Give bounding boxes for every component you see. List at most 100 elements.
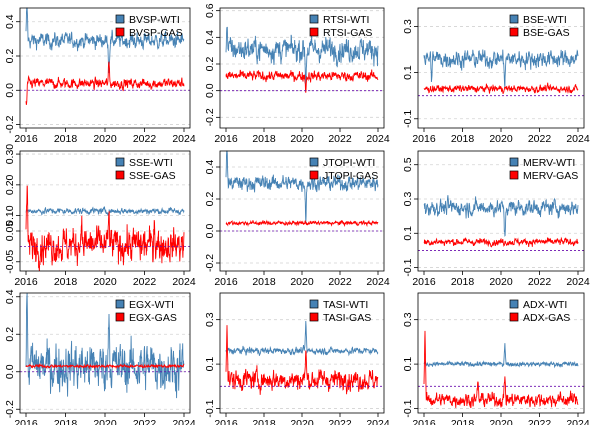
x-tick-label: 2018 <box>54 276 78 288</box>
x-tick-label: 2024 <box>566 133 590 145</box>
x-tick-label: 2016 <box>14 133 38 145</box>
y-tick-label: 0.2 <box>204 57 216 72</box>
legend-swatch <box>509 170 519 180</box>
legend-swatch <box>509 299 519 309</box>
y-tick-label: -0.1 <box>204 399 216 417</box>
panel-6: 2016 2018 2020 2022 2024 -0.1 0.1 0.3 0.5 MERV-WT… <box>402 150 590 288</box>
y-tick-label: 0.0 <box>4 364 16 379</box>
x-tick-label: 2016 <box>14 276 38 288</box>
series-line-1 <box>423 343 579 369</box>
x-tick-label: 2022 <box>328 418 352 425</box>
y-tick-label: 0.2 <box>4 49 16 64</box>
y-tick-label: 0.0 <box>4 83 16 98</box>
x-tick-label: 2020 <box>290 276 314 288</box>
x-tick-label: 2024 <box>366 276 390 288</box>
x-tick-label: 2024 <box>172 133 196 145</box>
plot-frame <box>417 292 585 414</box>
legend-label: BVSP-WTI <box>129 14 180 26</box>
y-tick-label: 0.0 <box>204 83 216 98</box>
legend-swatch <box>115 299 125 309</box>
y-tick-label: -0.1 <box>402 258 414 276</box>
x-tick-label: 2016 <box>14 418 38 425</box>
y-tick-label: 0.4 <box>204 30 216 45</box>
x-tick-label: 2020 <box>93 133 117 145</box>
panel-9: 2016 2018 2020 2022 2024 -0.1 0.1 0.3 ADX-WTIADX… <box>402 292 590 425</box>
legend-label: MERV-GAS <box>523 170 578 182</box>
x-tick-label: 2022 <box>328 133 352 145</box>
y-tick-label: 0.2 <box>204 192 216 207</box>
y-tick-label: 0.2 <box>4 327 16 342</box>
legend-swatch <box>115 14 125 24</box>
x-tick-label: 2024 <box>566 276 590 288</box>
legend-label: EGX-WTI <box>129 299 174 311</box>
legend-label: MERV-WTI <box>523 157 575 169</box>
y-tick-label: 0.0 <box>204 224 216 239</box>
y-tick-label: -0.1 <box>402 110 414 128</box>
y-tick-label: 0.6 <box>204 3 216 18</box>
x-tick-label: 2018 <box>451 418 475 425</box>
x-tick-label: 2018 <box>54 418 78 425</box>
y-tick-label: 0.3 <box>402 19 414 34</box>
legend-label: SSE-WTI <box>129 157 173 169</box>
legend-label: SSE-GAS <box>129 170 176 182</box>
x-tick-label: 2020 <box>93 276 117 288</box>
series-line-2 <box>423 236 579 248</box>
legend-label: BVSP-GAS <box>129 27 183 39</box>
series-line-1 <box>25 7 185 74</box>
legend-swatch <box>115 27 125 37</box>
x-tick-label: 2020 <box>290 133 314 145</box>
legend-swatch <box>309 14 319 24</box>
x-tick-label: 2016 <box>412 133 436 145</box>
x-tick-label: 2022 <box>528 276 552 288</box>
x-tick-label: 2016 <box>214 276 238 288</box>
y-tick-label: -0.2 <box>4 400 16 418</box>
legend-label: ADX-WTI <box>523 299 567 311</box>
series-line-1 <box>423 195 579 237</box>
x-tick-label: 2022 <box>133 276 157 288</box>
x-tick-label: 2024 <box>366 133 390 145</box>
panel-8: 2016 2018 2020 2022 2024 -0.1 0.1 0.3 TASI-WTITA… <box>204 292 390 425</box>
panel-1: 2016 2018 2020 2022 2024 -0.2 0.0 0.2 0.4 BVSP-WT… <box>4 7 196 145</box>
series-line-1 <box>25 292 185 399</box>
y-tick-label: 0.3 <box>204 312 216 327</box>
x-tick-label: 2020 <box>290 418 314 425</box>
series-line-2 <box>423 82 579 94</box>
series-line-2 <box>225 219 379 228</box>
x-tick-label: 2020 <box>93 418 117 425</box>
series-line-1 <box>225 320 379 357</box>
x-tick-label: 2022 <box>133 418 157 425</box>
x-tick-label: 2024 <box>172 418 196 425</box>
legend-swatch <box>115 170 125 180</box>
legend-label: TASI-GAS <box>323 312 371 324</box>
legend-swatch <box>115 312 125 322</box>
y-tick-label: 0.1 <box>402 65 414 80</box>
y-tick-label: 0.4 <box>4 14 16 29</box>
legend-swatch <box>509 157 519 167</box>
y-tick-label: 0.5 <box>402 157 414 172</box>
series-line-1 <box>423 49 579 88</box>
panel-7: 2016 2018 2020 2022 2024 -0.2 0.0 0.2 0.4 EGX-WTI… <box>4 289 196 425</box>
panel-2: 2016 2018 2020 2022 2024 -0.2 0.0 0.2 0.4 0.6 RTSI… <box>204 3 390 145</box>
legend-label: RTSI-WTI <box>323 14 369 26</box>
y-tick-label: -0.1 <box>402 399 414 417</box>
series-line-2 <box>225 69 379 93</box>
y-tick-label: 0.4 <box>204 160 216 175</box>
y-tick-label: 0.3 <box>402 312 414 327</box>
plot-frame <box>219 150 385 272</box>
y-tick-label: -0.2 <box>204 254 216 272</box>
series-line-1 <box>225 150 379 224</box>
x-tick-label: 2018 <box>451 276 475 288</box>
x-tick-label: 2018 <box>252 418 276 425</box>
y-tick-label: 0.1 <box>402 226 414 241</box>
x-tick-label: 2024 <box>366 418 390 425</box>
y-tick-label: 0.30 <box>4 144 16 165</box>
y-tick-label: 0.1 <box>402 357 414 372</box>
series-line-1 <box>25 206 185 216</box>
legend-swatch <box>509 312 519 322</box>
series-line-2 <box>25 61 185 105</box>
x-tick-label: 2016 <box>412 276 436 288</box>
legend-label: JTOPI-WTI <box>323 157 375 169</box>
y-tick-label: 0.20 <box>4 174 16 195</box>
x-tick-label: 2016 <box>412 418 436 425</box>
